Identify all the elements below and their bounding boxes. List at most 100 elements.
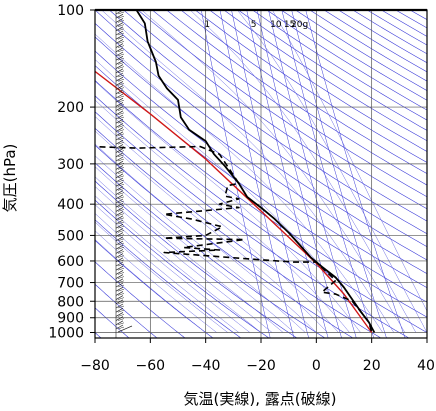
dry-adiabat-line — [209, 10, 427, 152]
wind-barb — [117, 326, 125, 330]
wind-barb — [117, 15, 125, 19]
mixing-ratio-line — [268, 10, 357, 338]
moist-adiabat-line — [95, 143, 317, 333]
mixing-ratio-label: 15 — [284, 20, 295, 30]
wind-barb — [115, 81, 124, 86]
wind-barb — [117, 70, 125, 74]
wind-barb — [115, 51, 124, 57]
x-tick-label: −40 — [191, 358, 221, 374]
dry-adiabat-line — [424, 10, 427, 12]
dry-adiabat-line — [95, 22, 427, 261]
wind-barb — [115, 265, 124, 271]
wind-barb — [117, 66, 125, 69]
dry-adiabat-line — [95, 10, 427, 248]
wind-barb — [115, 215, 124, 221]
wind-barb — [117, 242, 125, 246]
moist-adiabat-line — [189, 10, 417, 333]
y-tick-label: 100 — [57, 3, 84, 19]
wind-barb — [115, 295, 124, 300]
wind-barb — [115, 93, 124, 99]
x-axis-label: 気温(実線), 露点(破線) — [184, 390, 337, 408]
wind-barb — [115, 131, 124, 137]
dry-adiabat-line — [109, 10, 427, 235]
dewpoint-line — [95, 145, 373, 333]
wind-barb — [115, 152, 124, 158]
moist-adiabat-line — [95, 130, 328, 333]
wind-barb — [115, 76, 124, 82]
wind-barb — [117, 183, 125, 187]
y-tick-label: 800 — [57, 294, 84, 310]
wind-barb — [115, 274, 124, 279]
wind-barb — [115, 194, 124, 200]
wind-barb — [115, 106, 124, 111]
wind-barb — [117, 104, 125, 107]
wind-barb — [115, 118, 124, 124]
x-tick-label: 40 — [417, 358, 435, 374]
wind-barb — [117, 36, 125, 40]
mixing-ratio-label: 1 — [204, 20, 210, 30]
mixing-ratio-line — [291, 10, 387, 338]
wind-barb — [117, 41, 125, 44]
wind-barb — [117, 11, 125, 15]
dry-adiabat-line — [123, 10, 427, 222]
y-tick-label: 500 — [57, 228, 84, 244]
dry-adiabat-line — [95, 261, 186, 338]
moist-adiabat-line — [95, 33, 383, 333]
y-tick-label: 700 — [57, 276, 84, 292]
wind-barb — [115, 198, 124, 204]
wind-barb — [117, 171, 125, 174]
dry-adiabat-line — [95, 65, 427, 303]
wind-barb — [115, 102, 124, 107]
moist-adiabat-line — [95, 80, 361, 333]
wind-barb — [115, 257, 124, 263]
wind-barb — [117, 95, 125, 99]
moist-adiabat-line — [95, 166, 295, 333]
wind-barb — [115, 110, 124, 116]
wind-barb — [115, 286, 124, 292]
dry-adiabat-line — [95, 180, 298, 338]
moist-adiabat-line — [101, 10, 394, 333]
wind-barb — [115, 89, 124, 95]
wind-barb — [115, 123, 124, 128]
wind-barb — [115, 240, 124, 246]
wind-barb — [115, 169, 124, 174]
wind-barb — [117, 221, 125, 225]
wind-barb — [115, 39, 124, 44]
mixing-ratio-label: 20g — [291, 20, 308, 30]
wind-barb — [115, 72, 124, 78]
dry-adiabat-line — [352, 10, 427, 55]
y-tick-label: 600 — [57, 254, 84, 270]
wind-barb — [117, 280, 125, 284]
wind-barb — [117, 230, 125, 233]
wind-barb — [115, 43, 124, 48]
dry-adiabat-line — [180, 10, 427, 174]
wind-barb — [117, 20, 125, 23]
wind-barb — [117, 179, 125, 183]
wind-barb — [115, 228, 124, 233]
wind-barb — [117, 314, 125, 317]
wind-barb — [117, 125, 125, 128]
wind-barb — [117, 158, 125, 162]
wind-barb — [115, 320, 124, 326]
wind-barb — [117, 83, 125, 86]
dry-adiabat-line — [95, 50, 427, 289]
wind-barb — [115, 135, 124, 141]
moist-adiabat-line — [95, 155, 306, 333]
plot-frame — [90, 8, 428, 343]
dry-adiabat-line — [95, 95, 427, 333]
wind-barb — [117, 259, 125, 263]
series-layer — [95, 10, 376, 333]
wind-barb — [115, 144, 124, 149]
wind-barb — [117, 293, 125, 296]
moist-adiabat-line — [237, 10, 427, 333]
wind-barb — [115, 156, 124, 162]
wind-barb — [117, 87, 125, 90]
wind-barb — [115, 30, 124, 36]
wind-barb — [115, 181, 124, 187]
wind-barb — [115, 307, 124, 313]
wind-barb — [117, 246, 125, 250]
wind-barb — [115, 139, 124, 145]
wind-barb — [117, 74, 125, 78]
wind-barb — [115, 26, 124, 32]
